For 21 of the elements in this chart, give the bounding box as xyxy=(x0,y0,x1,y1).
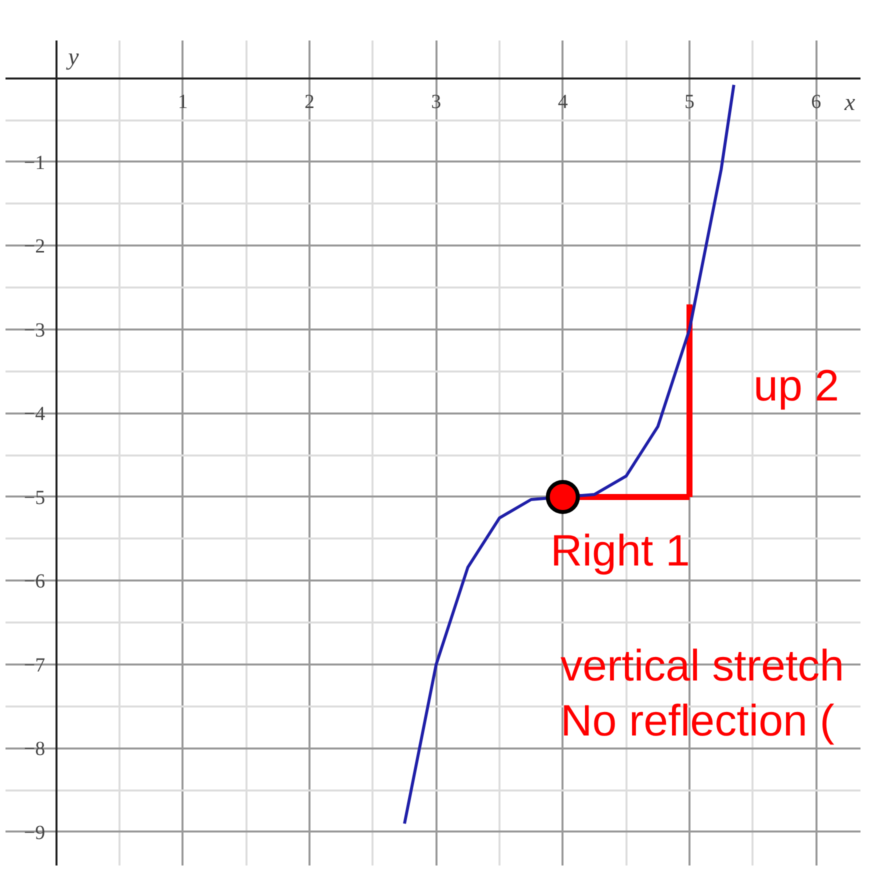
y-tick-label: −5 xyxy=(24,486,46,509)
x-tick-label: 2 xyxy=(304,91,314,114)
x-axis-title: x xyxy=(844,90,856,116)
x-tick-label: 6 xyxy=(811,91,822,114)
annotation: vertical stretch xyxy=(560,642,844,690)
annotation: up 2 xyxy=(754,362,840,410)
y-tick-label: −7 xyxy=(24,654,46,676)
y-tick-label: −9 xyxy=(24,822,46,844)
y-tick-label: −8 xyxy=(24,738,46,760)
y-axis-title: y xyxy=(66,44,80,70)
y-tick-label: −3 xyxy=(24,319,46,342)
y-tick-label: −4 xyxy=(24,403,46,426)
y-tick-label: −1 xyxy=(24,152,46,174)
x-tick-label: 1 xyxy=(178,91,188,114)
y-tick-label: −6 xyxy=(24,570,46,593)
x-tick-label: 3 xyxy=(431,91,442,114)
annotation: No reflection ( xyxy=(560,696,835,746)
x-tick-label: 4 xyxy=(558,91,568,114)
annotation: Right 1 xyxy=(550,526,690,576)
y-tick-label: −2 xyxy=(24,236,46,258)
x-tick-label: 5 xyxy=(684,91,694,114)
